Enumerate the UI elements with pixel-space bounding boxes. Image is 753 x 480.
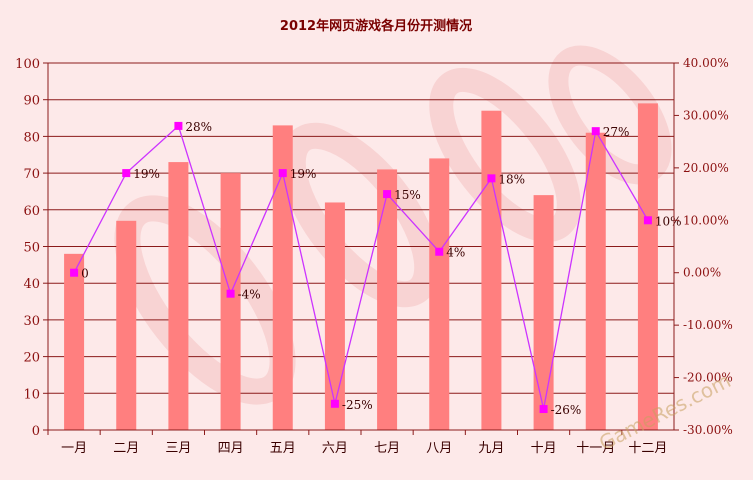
right-tick-label: 0.00%	[683, 266, 721, 280]
line-data-label: 28%	[185, 120, 212, 134]
bar	[116, 220, 137, 430]
left-tick-label: 90	[23, 94, 40, 109]
category-label: 十一月	[576, 441, 615, 456]
line-series: 0 19% 28% -4% 19% -25% 15% 4% 18% -26% 27% 10%	[70, 120, 682, 417]
right-tick-label: 10.00%	[683, 213, 729, 227]
line-data-label: 27%	[603, 125, 630, 139]
grid-lines	[48, 62, 674, 431]
line-point	[383, 190, 392, 199]
bar	[585, 132, 606, 431]
left-tick-label: 50	[23, 241, 40, 256]
line-data-label: 19%	[290, 167, 317, 181]
left-tick-label: 70	[23, 167, 40, 182]
chart-title: 2012年网页游戏各月份开测情况	[280, 18, 472, 34]
line-data-label: 19%	[133, 167, 160, 181]
bar	[377, 169, 398, 430]
left-tick-label: 40	[23, 277, 40, 292]
bar-series	[64, 103, 658, 431]
line-point	[278, 169, 287, 178]
right-tick-label: -10.00%	[683, 318, 733, 332]
bar	[481, 110, 502, 431]
bar	[272, 125, 293, 430]
right-tick-label: -30.00%	[683, 423, 733, 437]
bar	[324, 202, 345, 430]
axes: 0 10 20 30 40 50 60 70 80 90 100 -30.00% -20.00% -10.…	[15, 56, 733, 456]
line-point	[226, 289, 235, 298]
left-tick-label: 0	[32, 424, 40, 439]
growth-line	[73, 124, 649, 410]
right-tick-label: 30.00%	[683, 108, 729, 122]
line-point	[70, 268, 79, 277]
bar	[168, 162, 189, 430]
left-tick-label: 10	[23, 387, 40, 402]
category-label: 一月	[61, 441, 87, 456]
bar	[429, 158, 450, 431]
category-label: 五月	[270, 441, 296, 456]
line-data-label: -26%	[551, 403, 582, 417]
line-point	[591, 127, 600, 136]
left-tick-label: 100	[15, 57, 40, 72]
category-label: 八月	[426, 441, 452, 456]
line-point	[122, 169, 131, 178]
bar	[220, 173, 241, 430]
right-tick-label: 20.00%	[683, 161, 729, 175]
line-point	[487, 174, 496, 183]
line-point	[174, 121, 183, 130]
left-tick-label: 30	[23, 314, 40, 329]
category-label: 十二月	[628, 441, 667, 456]
bar	[637, 103, 658, 431]
category-label: 六月	[322, 441, 348, 456]
category-label: 三月	[165, 441, 191, 456]
category-label: 十月	[531, 441, 557, 456]
left-tick-label: 80	[23, 130, 40, 145]
left-tick-label: 60	[23, 204, 40, 219]
line-data-label: 15%	[394, 188, 421, 202]
line-data-label: 4%	[446, 246, 465, 260]
line-point	[330, 399, 339, 408]
line-point	[435, 247, 444, 256]
line-data-label: 0	[81, 267, 89, 281]
line-point	[539, 405, 548, 414]
right-tick-label: -20.00%	[683, 371, 733, 385]
right-tick-label: 40.00%	[683, 56, 729, 70]
bar	[64, 253, 85, 430]
bar	[533, 195, 554, 430]
category-label: 四月	[218, 441, 244, 456]
line-data-label: -25%	[342, 398, 373, 412]
category-label: 七月	[374, 441, 400, 456]
category-label: 九月	[478, 441, 504, 456]
line-data-label: 18%	[498, 172, 525, 186]
left-tick-label: 20	[23, 351, 40, 366]
line-point	[643, 216, 652, 225]
line-data-label: -4%	[238, 288, 261, 302]
category-label: 二月	[113, 441, 139, 456]
line-data-label: 10%	[655, 214, 682, 228]
